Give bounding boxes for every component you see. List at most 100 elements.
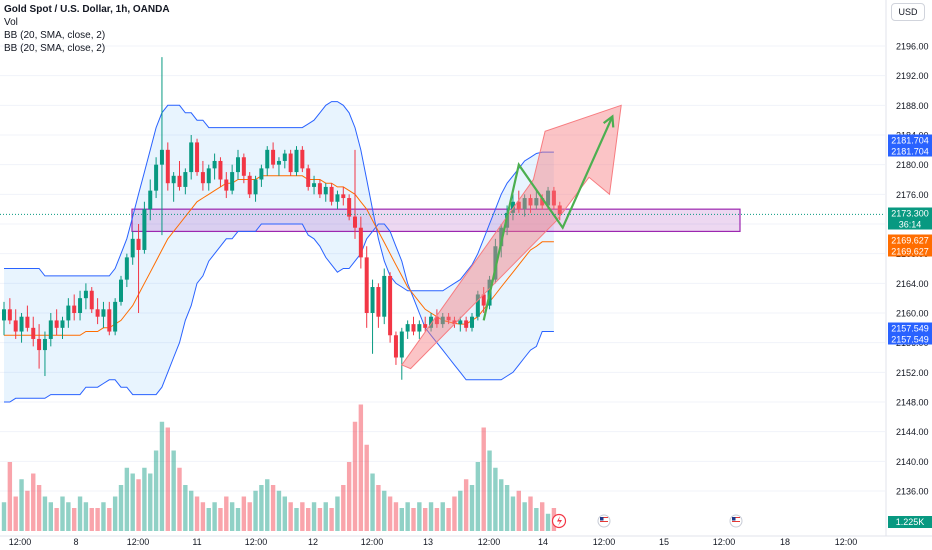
volume-bar bbox=[370, 473, 375, 531]
price-tag-label: 2181.704 bbox=[891, 146, 929, 156]
event-markers[interactable] bbox=[551, 513, 743, 529]
support-zone[interactable] bbox=[131, 208, 741, 233]
volume-bar bbox=[323, 502, 328, 531]
y-tick-label: 2136.00 bbox=[896, 487, 929, 497]
volume-bar bbox=[487, 450, 492, 531]
volume-bar bbox=[417, 502, 422, 531]
candle-body bbox=[306, 168, 311, 187]
flag-stripe bbox=[600, 519, 608, 520]
candle-body bbox=[393, 335, 398, 358]
candle-body bbox=[253, 179, 258, 195]
candle-body bbox=[429, 316, 434, 328]
volume-bar bbox=[270, 485, 276, 531]
volume-bar bbox=[399, 508, 404, 531]
candle-body bbox=[212, 160, 217, 169]
candle-body bbox=[259, 168, 264, 180]
volume-bar bbox=[7, 462, 13, 531]
volume-bar bbox=[393, 502, 399, 531]
legend-bb-1[interactable]: BB (20, SMA, close, 2) bbox=[4, 30, 106, 41]
volume-bar bbox=[346, 462, 352, 531]
candle-body bbox=[440, 316, 445, 325]
flag-stripe bbox=[732, 517, 740, 518]
candle-body bbox=[200, 172, 205, 184]
x-tick-label: 11 bbox=[192, 537, 201, 547]
price-tag-bg bbox=[888, 322, 932, 334]
volume-bar bbox=[200, 502, 206, 531]
price-tag-label: 2157.549 bbox=[891, 334, 929, 344]
bollinger-band-fill bbox=[4, 101, 554, 402]
candle-body bbox=[358, 227, 363, 258]
volume-bar bbox=[253, 490, 258, 531]
candle-body bbox=[370, 287, 375, 313]
candle-body bbox=[48, 320, 53, 339]
candle-body bbox=[42, 338, 47, 351]
volume-bar bbox=[247, 502, 252, 531]
candle-body bbox=[241, 157, 246, 176]
price-grid bbox=[0, 45, 885, 492]
price-axis[interactable]: 2136.002140.002144.002148.002152.002156.… bbox=[885, 0, 929, 536]
volume-bar bbox=[545, 513, 551, 531]
candle-body bbox=[195, 142, 200, 173]
volume-bar bbox=[446, 508, 451, 531]
x-tick-label: 12:00 bbox=[835, 537, 858, 547]
x-tick-label: 14 bbox=[538, 537, 548, 547]
time-axis[interactable]: 12:00 8 12:00 11 12:00 12 12:00 13 12:00 14 12:00 1… bbox=[0, 535, 932, 547]
price-tag-bg bbox=[888, 145, 932, 157]
volume-bar bbox=[148, 473, 153, 531]
candle-body bbox=[516, 201, 521, 210]
volume-bar bbox=[13, 496, 18, 531]
chart-legend: Gold Spot / U.S. Dollar, 1h, OANDA Vol B… bbox=[4, 3, 170, 55]
candle-body bbox=[405, 324, 410, 332]
volume-bar bbox=[218, 508, 223, 531]
flag-stripe bbox=[600, 521, 608, 522]
candle-body bbox=[464, 320, 469, 328]
x-tick-label: 12:00 bbox=[245, 537, 268, 547]
candle-body bbox=[142, 209, 147, 250]
volume-bar bbox=[423, 508, 428, 531]
volume-bar bbox=[376, 485, 381, 531]
symbol-title[interactable]: Gold Spot / U.S. Dollar, 1h, OANDA bbox=[4, 4, 170, 15]
candle-body bbox=[411, 324, 416, 332]
volume-bar bbox=[259, 485, 264, 531]
currency-button[interactable]: USD bbox=[891, 3, 925, 21]
volume-bar bbox=[329, 508, 334, 531]
candle-body bbox=[534, 198, 539, 206]
volume-tag-bg bbox=[888, 516, 932, 528]
candle-body bbox=[54, 320, 59, 328]
flag-stripe bbox=[600, 517, 608, 518]
legend-volume[interactable]: Vol bbox=[4, 17, 18, 28]
candle-body bbox=[282, 153, 287, 161]
price-tag-bg bbox=[888, 234, 932, 246]
volume-bar bbox=[522, 502, 527, 531]
candle-body bbox=[423, 324, 428, 328]
candle-body bbox=[510, 201, 515, 213]
volume-bar bbox=[335, 496, 340, 531]
candle-body bbox=[522, 198, 527, 210]
support-zone-rect bbox=[131, 208, 741, 233]
flag-canton bbox=[600, 517, 604, 521]
drawings[interactable] bbox=[401, 104, 622, 370]
volume-bar bbox=[481, 427, 486, 531]
candle-body bbox=[83, 290, 88, 299]
y-tick-label: 2196.00 bbox=[896, 42, 929, 52]
candle-body bbox=[230, 172, 235, 191]
candle-body bbox=[37, 338, 42, 351]
volume-bar bbox=[206, 508, 211, 531]
candle-body bbox=[130, 238, 135, 258]
candle-body bbox=[107, 309, 112, 332]
flag-stripe bbox=[732, 521, 740, 522]
legend-bb-2[interactable]: BB (20, SMA, close, 2) bbox=[4, 43, 106, 54]
bb-upper-line bbox=[4, 101, 554, 292]
candle-body bbox=[417, 324, 422, 332]
volume-bar bbox=[364, 444, 369, 531]
candle-body bbox=[341, 194, 346, 199]
flag-stripe bbox=[600, 523, 608, 524]
volume-bar bbox=[387, 496, 393, 531]
candle-body bbox=[347, 198, 352, 217]
candle-body bbox=[13, 320, 18, 332]
bullish-arrow bbox=[401, 104, 622, 370]
volume-bar bbox=[341, 485, 346, 531]
volume-bar bbox=[265, 479, 270, 531]
candle-body bbox=[72, 305, 77, 313]
